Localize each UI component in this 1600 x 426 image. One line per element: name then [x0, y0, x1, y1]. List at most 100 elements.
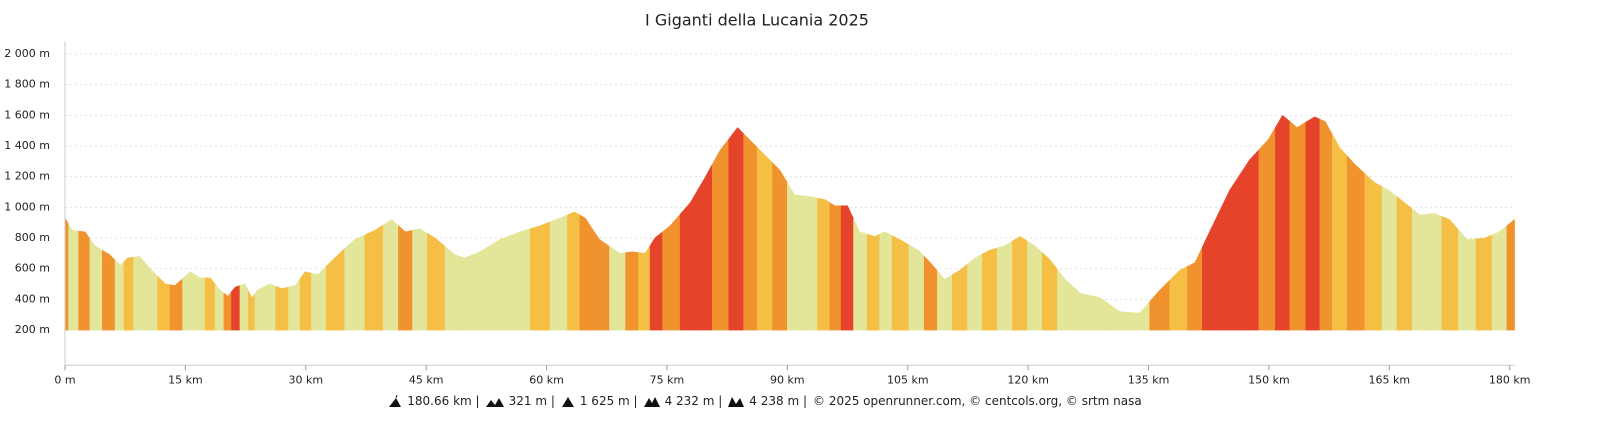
- elevation-stripe: [728, 127, 744, 331]
- elevation-stripe: [1090, 295, 1111, 331]
- elevation-stripe: [427, 232, 446, 331]
- elevation-stripe: [817, 197, 831, 331]
- icon: [561, 397, 574, 407]
- elevation-stripe: [592, 227, 610, 331]
- stat-text: 4 232 m |: [664, 394, 723, 408]
- x-tick-label: 75 km: [650, 373, 685, 386]
- elevation-stripe: [879, 231, 893, 331]
- elevation-stripe: [1332, 133, 1348, 331]
- elevation-stripe: [772, 162, 788, 331]
- elevation-stripe: [194, 274, 206, 331]
- elevation-stripe: [1187, 247, 1203, 331]
- elevation-stripe: [529, 221, 551, 331]
- elevation-stripe: [325, 248, 346, 331]
- elevation-stripe: [1506, 218, 1515, 331]
- elevation-stripe: [1072, 285, 1091, 331]
- elevation-stripe: [1426, 213, 1443, 331]
- elevation-stripe: [239, 283, 249, 331]
- elevation-stripe: [1289, 120, 1307, 331]
- elevation-stripe: [382, 219, 399, 331]
- elevation-stripe: [1305, 116, 1321, 331]
- elevation-stripe: [756, 146, 773, 331]
- elevation-stripe: [64, 216, 69, 331]
- elevation-stripe: [1475, 234, 1493, 331]
- elevation-stripe: [662, 213, 681, 331]
- stat: 180.66 km |: [388, 394, 480, 408]
- elevation-stripe: [248, 290, 256, 331]
- y-tick-label: 1 600 m: [4, 108, 50, 121]
- elevation-stripe: [299, 271, 312, 331]
- elevation-stripe: [459, 254, 473, 331]
- elevation-stripe: [133, 256, 146, 331]
- elevation-stripe: [123, 256, 134, 331]
- elevation-stripe: [1319, 118, 1333, 331]
- elevation-stripe: [1239, 149, 1260, 331]
- x-tick-label: 150 km: [1248, 373, 1290, 386]
- elevation-stripe: [288, 277, 301, 331]
- icon: [389, 395, 402, 407]
- elevation-stripe: [923, 255, 938, 331]
- elevation-stripe: [891, 235, 910, 331]
- elevation-stripe: [214, 283, 225, 331]
- icon: [485, 398, 504, 407]
- stat-text: 1 625 m |: [579, 394, 638, 408]
- y-tick-label: 800 m: [15, 231, 50, 244]
- chart: I Giganti della Lucania 2025 200 m 400 m 6…: [4, 11, 1531, 387]
- elevation-stripe: [649, 231, 663, 331]
- elevation-stripe: [1441, 216, 1459, 331]
- elevation-stripe: [263, 283, 276, 331]
- elevation-stripe: [982, 247, 998, 331]
- elevation-stripe: [1491, 225, 1508, 331]
- elevation-stripe: [1202, 211, 1220, 331]
- elevation-stripe: [787, 181, 803, 331]
- elevation-stripe: [1149, 279, 1171, 331]
- elevation-stripe: [444, 245, 461, 331]
- elevation-stripe: [829, 202, 842, 331]
- credits: © 2025 openrunner.com, © centcols.org, ©…: [813, 394, 1142, 408]
- y-tick-label: 600 m: [15, 262, 50, 275]
- elevation-stripe: [743, 132, 758, 331]
- x-tick-label: 105 km: [887, 373, 929, 386]
- elevation-stripe: [1041, 251, 1058, 331]
- stat: 4 232 m |: [643, 394, 723, 408]
- icon: [728, 397, 745, 407]
- elevation-stripe: [472, 245, 491, 331]
- elevation-stripe: [398, 225, 413, 331]
- elevation-stripe: [412, 228, 428, 331]
- elevation-stripe: [509, 228, 531, 331]
- elevation-stripe: [68, 223, 79, 331]
- stat: 1 625 m |: [561, 394, 638, 408]
- elevation-stripe: [489, 235, 511, 331]
- elevation-stripe: [579, 214, 593, 331]
- y-tick-label: 1 000 m: [4, 200, 50, 213]
- elevation-stripe: [853, 218, 868, 331]
- stat-text: 321 m |: [508, 394, 555, 408]
- x-tick-label: 45 km: [409, 373, 444, 386]
- elevation-stripe: [1027, 240, 1043, 331]
- stat: 4 238 m |: [728, 394, 807, 408]
- x-tick-label: 30 km: [288, 373, 323, 386]
- x-tick-label: 165 km: [1369, 373, 1411, 386]
- y-tick-label: 1 200 m: [4, 170, 50, 183]
- elevation-stripe: [1012, 236, 1028, 331]
- elevation-stripe: [1381, 186, 1398, 331]
- elevation-stripe: [157, 275, 171, 331]
- elevation-stripe: [625, 251, 639, 331]
- elevation-stripe: [231, 285, 241, 331]
- elevation-stripe: [144, 261, 158, 331]
- x-tick-label: 60 km: [529, 373, 564, 386]
- x-tick-label: 120 km: [1007, 373, 1049, 386]
- elevation-stripe: [1411, 208, 1428, 331]
- y-tick-label: 1 400 m: [4, 139, 50, 152]
- elevation-stripe: [1396, 195, 1413, 331]
- elevation-stripe: [204, 277, 216, 331]
- elevation-stripe: [549, 214, 568, 331]
- elevation-stripe: [937, 270, 953, 331]
- footer: 180.66 km | 321 m | 1 625 m | 4 232 m | …: [0, 394, 1530, 408]
- x-tick-label: 90 km: [770, 373, 805, 386]
- elevation-stripe: [567, 211, 581, 331]
- elevation-stripe: [638, 244, 651, 331]
- x-tick-label: 180 km: [1489, 373, 1531, 386]
- elevation-stripe: [1057, 268, 1073, 331]
- y-tick-label: 1 800 m: [4, 78, 50, 91]
